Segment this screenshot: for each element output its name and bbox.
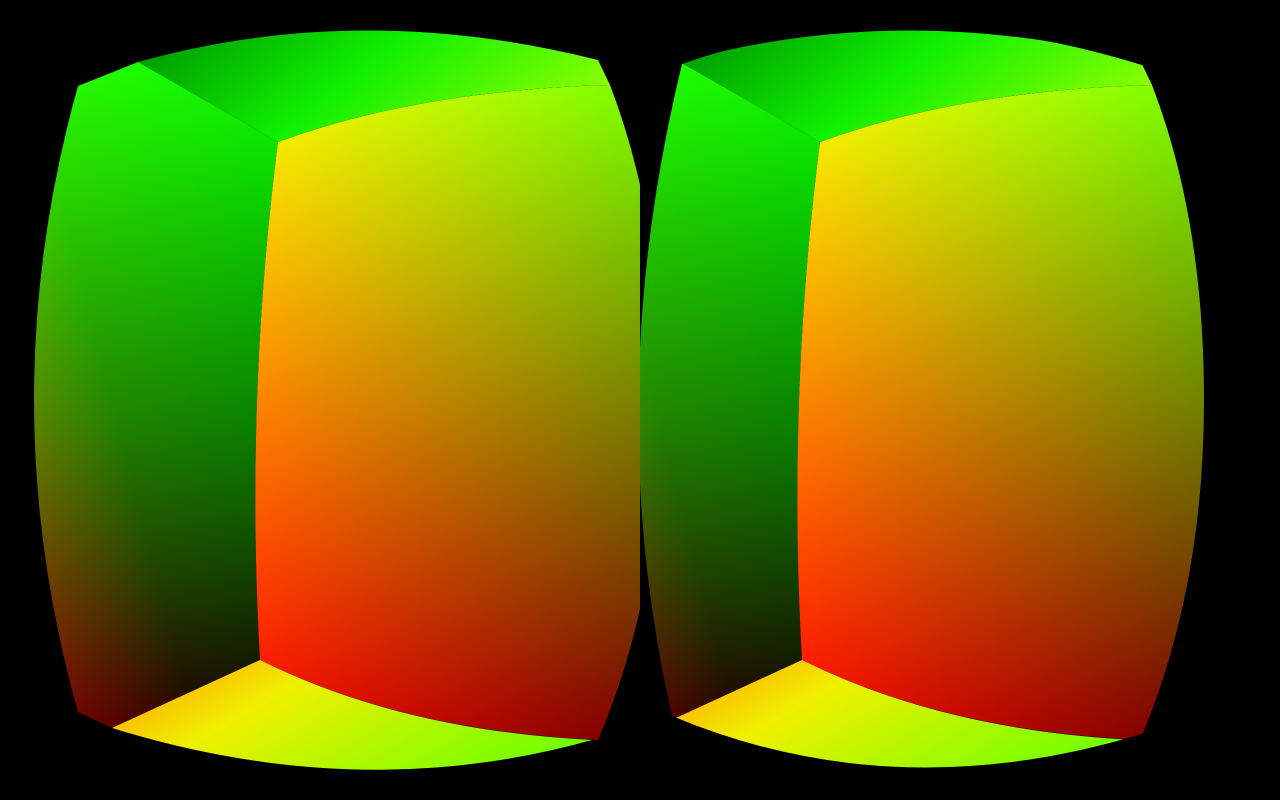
right-eye-view <box>640 30 1204 768</box>
left-eye-view <box>34 30 640 770</box>
